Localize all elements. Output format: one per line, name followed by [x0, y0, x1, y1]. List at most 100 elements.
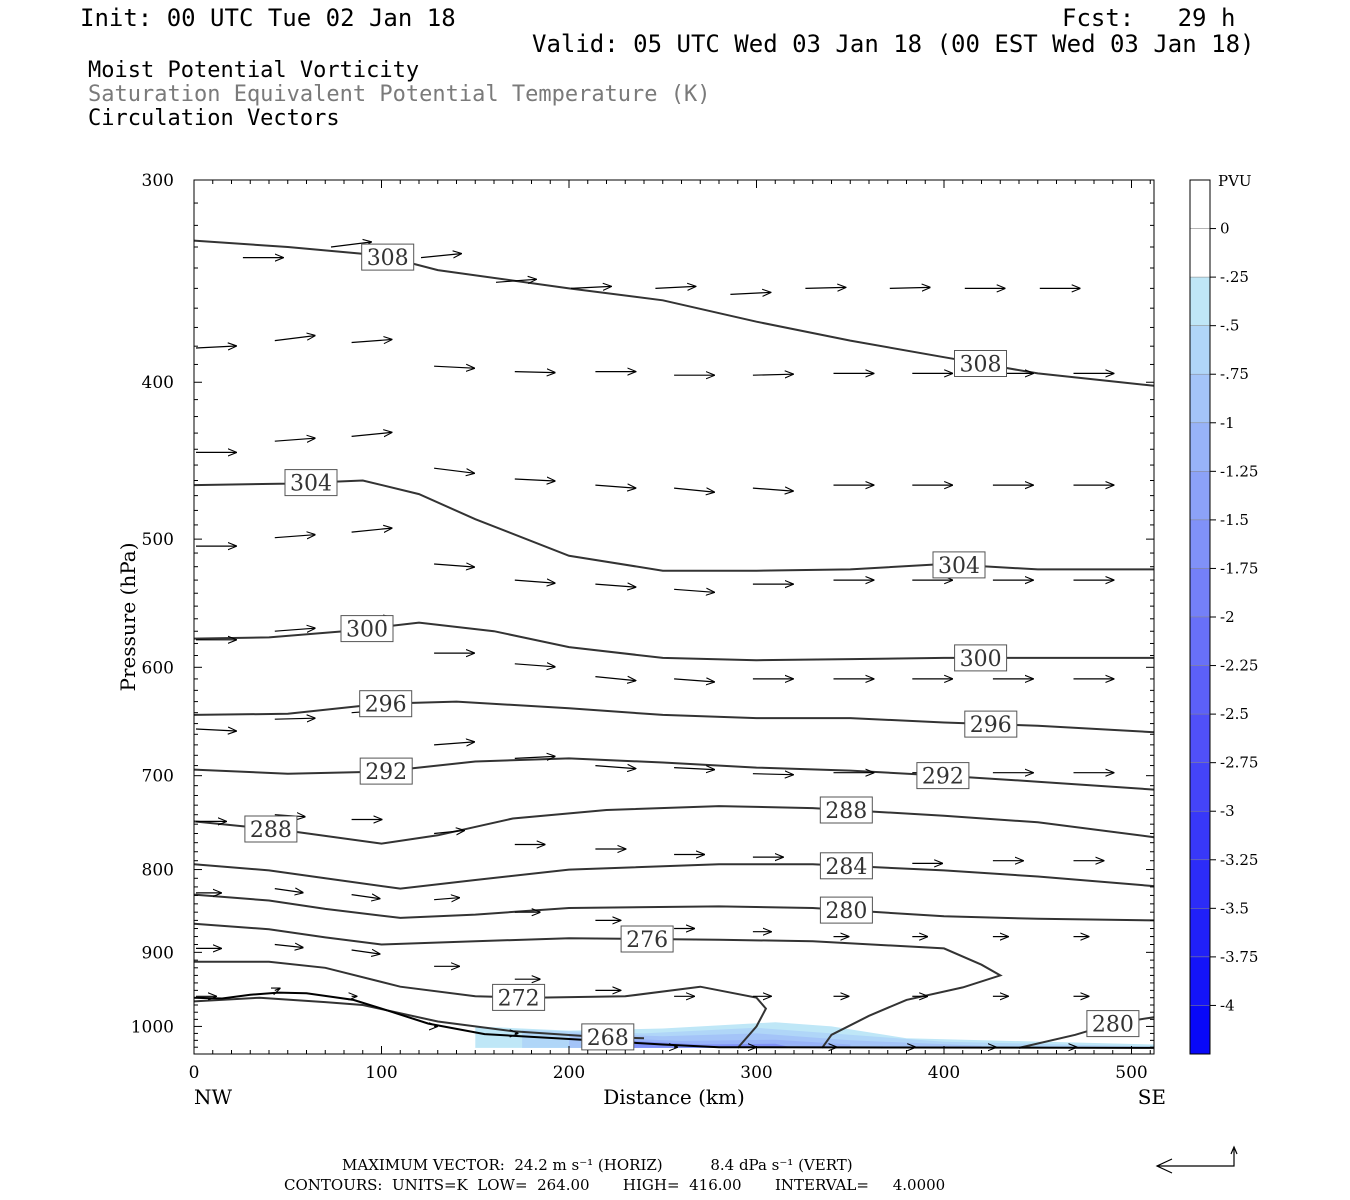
vector-3-4	[514, 580, 555, 583]
contour-label-296-3-1: 296	[964, 710, 1018, 738]
contour-label-300-2-1: 300	[954, 644, 1008, 672]
colorbar-tick-label: -4	[1220, 996, 1235, 1014]
colorbar-cell-7	[1189, 519, 1211, 569]
vector-4-6	[674, 679, 714, 682]
colorbar-cell-8	[1189, 568, 1211, 618]
vector-0-1	[330, 242, 371, 248]
contour-label-box	[284, 469, 338, 497]
y-axis-label: Pressure (hPa)	[116, 543, 140, 692]
contour-272-9	[194, 960, 768, 1049]
vector-5-4	[514, 756, 555, 758]
contour-label-304-1-1: 304	[932, 551, 986, 579]
colorbar-tick-label: -2	[1220, 608, 1235, 626]
max-vector-note: MAXIMUM VECTOR: 24.2 m s⁻¹ (HORIZ) 8.4 d…	[342, 1156, 853, 1174]
vector-2-1	[274, 438, 315, 441]
terrain-line	[193, 991, 1155, 1049]
colorbar-tick-label: -1.75	[1220, 559, 1258, 577]
contour-label-box	[964, 710, 1018, 738]
colorbar-cell-1	[1189, 228, 1211, 278]
colorbar-cell-5	[1189, 422, 1211, 472]
contour-label-text: 268	[587, 1026, 629, 1051]
contour-labels: 308 308 304 304 300 300 296 296 292 292 288 288 284 2…	[244, 243, 1140, 1051]
colorbar-tick-label: -2.75	[1220, 754, 1258, 772]
colorbar-tick-label: -3.25	[1220, 851, 1258, 869]
contour-label-box	[954, 350, 1007, 377]
x-tick-label-300: 300	[740, 1063, 772, 1083]
vector-5-5	[595, 766, 635, 769]
colorbar: PVU 0 -.25 -.5 -.75 -1 -1.25 -1.5 -1.75 -2 -2.25 -2…	[1189, 172, 1258, 1055]
y-tick-label-1000: 1000	[131, 1017, 174, 1037]
contour-label-text: 300	[960, 647, 1002, 672]
colorbar-tick-label: 0	[1220, 220, 1230, 238]
contour-label-296-3-0: 296	[359, 690, 413, 718]
contour-label-304-1-0: 304	[284, 469, 338, 497]
contour-label-box	[819, 796, 873, 824]
colorbar-cell-13	[1189, 810, 1211, 861]
vector-1-7	[752, 374, 793, 375]
vector-1-1	[274, 336, 315, 342]
vector-3-2	[351, 528, 392, 532]
plot-frame	[193, 179, 1155, 1055]
field-title-vectors: Circulation Vectors	[88, 106, 340, 131]
valid-time: Valid: 05 UTC Wed 03 Jan 18 (00 EST Wed …	[532, 30, 1255, 58]
colorbar-cell-2	[1189, 276, 1211, 326]
vector-0-6	[730, 292, 770, 294]
colorbar-tick-label: -2.5	[1220, 705, 1249, 723]
vector-5-3	[434, 742, 474, 745]
contour-label-284-6-0: 284	[819, 852, 873, 880]
contour-label-text: 272	[498, 986, 540, 1011]
vector-1-4	[514, 372, 555, 373]
contour-label-text: 292	[365, 760, 407, 785]
colorbar-tick-label: -1	[1220, 414, 1235, 432]
colorbar-cell-11	[1189, 713, 1211, 763]
colorbar-cell-15	[1189, 908, 1211, 958]
y-tick-label-700: 700	[142, 767, 174, 787]
colorbar-cell-14	[1189, 859, 1211, 909]
vector-5-7	[752, 774, 793, 775]
field-title-mpv: Moist Potential Vorticity	[88, 58, 420, 83]
x-axis-label: Distance (km)	[603, 1085, 745, 1109]
contour-label-box	[954, 644, 1008, 672]
contour-268-10	[193, 996, 645, 1040]
contour-276-8	[193, 922, 1003, 1049]
contour-label-text: 304	[938, 554, 980, 579]
contour-label-text: 300	[346, 618, 388, 643]
contour-label-280-7-0: 280	[819, 896, 873, 924]
colorbar-cell-0	[1189, 179, 1211, 229]
x-tick-label-200: 200	[553, 1063, 585, 1083]
contour-label-288-5-0: 288	[244, 815, 298, 843]
colorbar-cell-4	[1189, 373, 1211, 424]
y-tick-label-600: 600	[142, 658, 174, 678]
pv-shade--1.5	[606, 1039, 794, 1048]
terrain-path	[193, 991, 1155, 1049]
vector-2-2	[351, 432, 392, 436]
contour-284-6	[193, 863, 1155, 890]
axes: 0 100 200 300 400 500 300 400 500 600 700 800 900 100…	[131, 171, 1154, 1083]
vector-2-4	[514, 479, 555, 481]
vector-3-6	[674, 589, 714, 592]
vector-4-1	[274, 628, 315, 631]
vector-0-3	[495, 279, 536, 282]
vector-0-4	[570, 286, 611, 288]
vector-2-5	[595, 485, 635, 488]
colorbar-tick-label: -1.25	[1220, 462, 1258, 480]
vector-8-1	[274, 945, 303, 948]
vector-5-6	[674, 768, 714, 770]
contour-label-text: 284	[825, 855, 867, 880]
contour-label-text: 296	[365, 693, 407, 718]
forecast-hour: Fcst: 29 h	[1062, 4, 1236, 32]
colorbar-cell-16	[1189, 956, 1211, 1006]
contour-label-280-11-0: 280	[1086, 1010, 1140, 1038]
contour-292-4	[193, 757, 1155, 791]
vector-4-5	[595, 677, 635, 681]
contour-label-box	[819, 896, 873, 924]
vector-7-2	[351, 895, 380, 899]
contour-label-box	[361, 243, 415, 271]
vector-0-7	[805, 287, 845, 288]
contour-label-text: 280	[825, 899, 867, 924]
contour-300-2	[193, 621, 1154, 662]
colorbar-cell-12	[1189, 762, 1211, 812]
vector-7-3	[434, 898, 459, 900]
x-tick-label-500: 500	[1115, 1063, 1147, 1083]
